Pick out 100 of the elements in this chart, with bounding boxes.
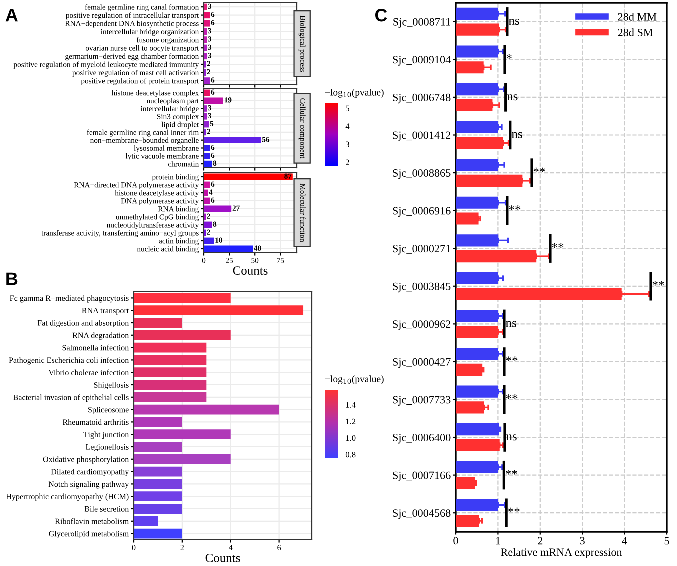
y-tick-label: Sjc_0004568 (393, 510, 451, 520)
bar (456, 212, 479, 225)
annotation: ** (652, 281, 664, 286)
bar (134, 528, 182, 539)
text: B (6, 272, 18, 286)
y-tick-label: Rheumatoid arthritis (62, 419, 129, 426)
x-axis-title: Counts (233, 266, 268, 275)
annotation: ** (506, 356, 518, 362)
annotation: ns (506, 434, 517, 441)
bar (134, 368, 207, 378)
x-tick-label: 1 (496, 537, 500, 545)
y-tick-label: Hypertrophic cardiomyopathy (HCM) (6, 494, 129, 502)
bar (134, 404, 280, 415)
bar (134, 454, 231, 464)
x-tick-label: 5 (664, 537, 670, 545)
bar (134, 392, 207, 402)
y-tick-label: Sjc_0003845 (393, 282, 451, 293)
color-bar-title: −log$_{10}$(pvalue) (325, 89, 384, 98)
bar (134, 306, 304, 316)
y-tick-label: RNA transport (82, 308, 130, 316)
y-tick-label: Sjc_0008865 (393, 170, 451, 180)
annotation: ns (509, 19, 520, 26)
y-tick-label: Fat digestion and absorption (38, 320, 130, 328)
bar (134, 330, 231, 340)
bar (456, 121, 498, 134)
bar (456, 272, 498, 285)
bar (204, 182, 210, 188)
color-bar-label: 2 (346, 160, 350, 166)
x-tick-label: 6 (278, 545, 282, 551)
y-tick-label: Pathogenic Escherichia coli infection (9, 357, 130, 365)
y-tick-label: Legionellosis (86, 444, 129, 452)
bar (204, 137, 262, 144)
text: A (6, 9, 18, 22)
legend-label: 28d SM (618, 28, 653, 36)
bar (134, 430, 231, 440)
y-tick-label: Sjc_0000962 (393, 320, 451, 330)
y-tick-label: Glycerolipid metabolism (49, 531, 130, 538)
color-bar-label: 0.8 (346, 452, 356, 458)
bar (456, 461, 498, 474)
bar (204, 222, 212, 228)
y-tick-label: Fc gamma R−mediated phagocytosis (10, 295, 129, 303)
y-tick-label: Spliceosome (88, 407, 129, 414)
bar (134, 380, 207, 390)
color-bar-title: −log$_{10}$(pvalue) (325, 376, 384, 384)
y-tick-label: Sjc_0000271 (393, 245, 450, 255)
bar (456, 46, 498, 58)
bar (456, 364, 483, 376)
bar (204, 190, 208, 196)
annotation: * (506, 54, 512, 60)
bar (204, 174, 293, 180)
y-tick-label: Sjc_0000427 (393, 358, 451, 368)
annotation: ns (512, 132, 522, 138)
bar (134, 504, 182, 514)
y-tick-label: Sjc_0007733 (393, 396, 451, 406)
bar (134, 516, 158, 526)
legend-label: 28d MM (618, 13, 657, 21)
color-bar-label: 4 (346, 124, 350, 130)
bar (456, 477, 475, 490)
annotation: ** (506, 394, 518, 400)
bar (456, 386, 498, 398)
bar (134, 318, 182, 328)
y-tick-label: Oxidative phosphorylation (43, 456, 130, 464)
y-tick-label: Sjc_0006916 (393, 207, 451, 218)
y-tick-label: Bile secretion (84, 506, 130, 512)
bar (134, 355, 207, 366)
x-tick-label: 2 (180, 545, 184, 550)
bar (134, 342, 207, 353)
bar (204, 98, 224, 104)
bar (204, 206, 232, 212)
color-bar-label: 1.4 (346, 402, 356, 408)
x-tick-label: 0 (454, 537, 458, 545)
bar (456, 348, 498, 360)
y-tick-label: Sjc_0006748 (393, 94, 451, 104)
y-tick-label: Sjc_0001412 (393, 132, 451, 142)
bar (134, 466, 182, 477)
bar (456, 310, 498, 322)
color-bar-label: 1.2 (346, 418, 356, 425)
y-tick-label: Vibrio cholerae infection (48, 370, 130, 376)
annotation: ** (508, 508, 520, 513)
bar (204, 121, 210, 128)
x-tick-label: 2 (538, 537, 543, 545)
bar (204, 238, 214, 244)
color-bar-label: 3 (346, 142, 350, 148)
bar (456, 402, 484, 414)
y-tick-label: Sjc_0006400 (393, 434, 451, 444)
text: C (376, 8, 388, 22)
bar (456, 326, 498, 338)
bar (134, 442, 182, 452)
bar (204, 160, 212, 168)
y-tick-label: Sjc_0008711 (394, 18, 450, 28)
y-tick-label: Bacterial invasion of epithelial cells (14, 394, 129, 402)
bar (204, 198, 210, 204)
x-tick-label: 0 (132, 545, 136, 551)
bar (456, 24, 500, 36)
y-tick-label: Sjc_0009104 (393, 56, 451, 66)
color-bar-label: 1.0 (346, 435, 356, 442)
y-tick-label: Riboflavin metabolism (55, 518, 130, 524)
color-bar-label: 5 (346, 106, 350, 112)
annotation: ** (509, 206, 521, 210)
x-tick-label: 4 (229, 545, 233, 550)
